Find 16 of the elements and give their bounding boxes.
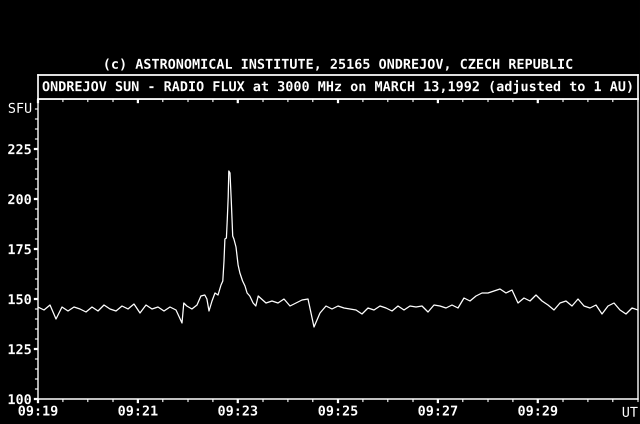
x-tick-label: 09:29 — [518, 405, 558, 416]
text: (c) ASTRONOMICAL INSTITUTE, 25165 ONDREJOV, CZECH REPUBLIC — [105, 58, 572, 71]
y-tick-label: 175 — [8, 244, 31, 254]
x-tick-label: 09:21 — [118, 405, 158, 416]
y-tick-label: 100 — [8, 394, 31, 404]
x-tick-label: 09:23 — [218, 405, 258, 416]
y-tick-label: 125 — [8, 344, 31, 354]
chart-title: ONDREJOV SUN - RADIO FLUX at 3000 MHz on MARCH 13,1992 (adjusted to 1 AU) — [42, 80, 632, 94]
x-axis-title: UT — [622, 406, 638, 417]
x-tick-label: 09:27 — [418, 405, 458, 416]
y-tick-label: 150 — [8, 294, 31, 304]
y-tick-label: 200 — [8, 194, 31, 204]
x-tick-label: 09:25 — [318, 405, 358, 416]
y-tick-label: 225 — [8, 144, 31, 154]
x-tick-label: 09:19 — [18, 405, 58, 416]
y-axis-title: SFU — [8, 102, 32, 113]
